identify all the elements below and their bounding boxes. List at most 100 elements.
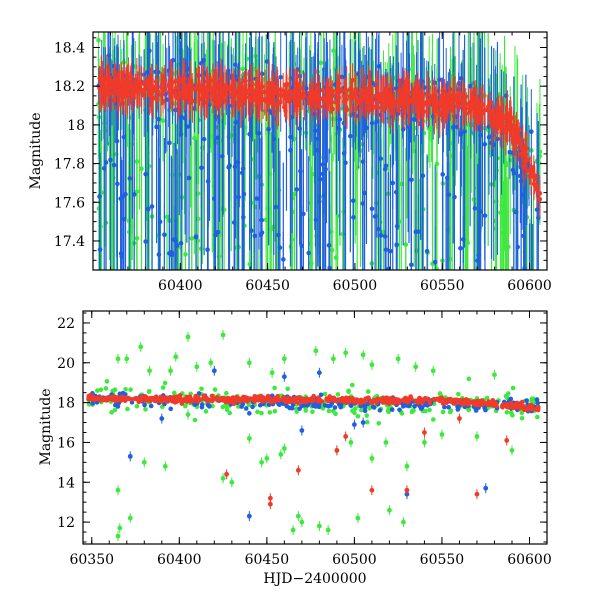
green-outlier-point — [413, 364, 419, 370]
red-point — [194, 83, 200, 88]
red-point — [512, 137, 518, 143]
red-point — [204, 86, 209, 92]
red-point — [516, 127, 522, 133]
red-point — [519, 399, 525, 405]
red-point — [301, 91, 307, 97]
green-outlier-point — [422, 440, 427, 445]
blue-point — [254, 196, 260, 201]
red-point — [350, 77, 355, 83]
green-point — [519, 415, 525, 421]
green-outlier-point — [360, 352, 366, 358]
blue-point — [455, 404, 460, 409]
red-point — [353, 87, 359, 92]
red-point — [180, 76, 185, 82]
red-point — [116, 81, 122, 87]
green-point — [484, 395, 490, 401]
green-point — [134, 403, 140, 409]
green-outlier-point — [220, 475, 226, 481]
red-point — [224, 87, 230, 92]
green-point — [147, 388, 152, 394]
red-point — [183, 94, 189, 99]
green-point — [222, 403, 228, 409]
green-point — [309, 260, 314, 266]
blue-point — [106, 53, 112, 58]
blue-point — [397, 407, 402, 413]
blue-point — [360, 159, 366, 164]
blue-point — [442, 404, 447, 410]
green-outlier-point — [115, 487, 121, 493]
red-point — [154, 78, 159, 84]
green-outlier-point — [439, 432, 445, 437]
red-point — [181, 86, 187, 91]
green-point — [146, 163, 152, 169]
green-point — [195, 191, 201, 196]
green-point — [292, 191, 297, 197]
blue-point — [101, 166, 107, 171]
green-point — [160, 385, 166, 390]
blue-point — [511, 170, 517, 176]
blue-outlier-point — [127, 453, 133, 459]
blue-point — [486, 134, 492, 140]
red-point — [130, 91, 135, 97]
top-panel: 60400 60450 60500 60550 60600 17.4 17.6 17.8 18 1… — [28, 31, 552, 294]
red-point — [254, 87, 260, 92]
green-outlier-point — [430, 368, 436, 374]
blue-point — [179, 114, 184, 120]
red-point — [112, 88, 118, 94]
green-outlier-point — [278, 451, 284, 457]
blue-point — [250, 404, 255, 410]
green-point — [139, 166, 144, 171]
green-point — [272, 408, 278, 414]
blue-point — [213, 232, 218, 238]
red-point — [266, 80, 272, 86]
red-point — [449, 103, 455, 108]
green-outlier-point — [264, 455, 270, 461]
red-point — [497, 123, 503, 129]
red-point — [384, 87, 390, 92]
green-point — [123, 386, 128, 392]
green-outlier-point — [401, 519, 406, 525]
green-outlier-point — [343, 350, 349, 356]
blue-point — [249, 228, 254, 233]
blue-point — [535, 400, 541, 406]
green-point — [529, 396, 535, 402]
red-point — [108, 79, 113, 85]
red-point — [482, 107, 488, 113]
blue-point — [377, 408, 383, 413]
green-point — [364, 419, 370, 425]
red-point — [317, 104, 323, 109]
red-point — [188, 83, 193, 88]
blue-outlier-point — [211, 368, 217, 374]
blue-point — [440, 172, 446, 177]
blue-point — [232, 164, 238, 170]
red-point — [495, 120, 500, 126]
red-point — [281, 92, 287, 98]
green-point — [255, 409, 260, 415]
green-point — [364, 413, 369, 418]
red-point — [98, 87, 103, 92]
blue-point — [142, 402, 147, 408]
green-point — [437, 391, 443, 396]
green-point — [466, 122, 471, 127]
blue-point — [306, 250, 311, 256]
green-point — [505, 272, 510, 277]
red-point — [210, 92, 216, 98]
blue-point — [390, 180, 396, 186]
blue-point — [90, 401, 95, 406]
green-point — [427, 407, 432, 413]
blue-point — [169, 252, 175, 258]
green-point — [310, 409, 315, 415]
green-outlier-point — [124, 356, 130, 362]
blue-point — [127, 176, 133, 181]
red-point — [158, 92, 164, 98]
green-outlier-point — [246, 360, 252, 366]
blue-point — [320, 171, 326, 177]
red-point — [358, 97, 364, 102]
red-point — [392, 103, 397, 109]
green-point — [224, 407, 230, 413]
blue-point — [371, 405, 377, 410]
red-point — [123, 87, 129, 93]
green-outlier-point — [185, 412, 191, 417]
blue-point — [388, 248, 393, 254]
green-outlier-point — [194, 364, 200, 370]
